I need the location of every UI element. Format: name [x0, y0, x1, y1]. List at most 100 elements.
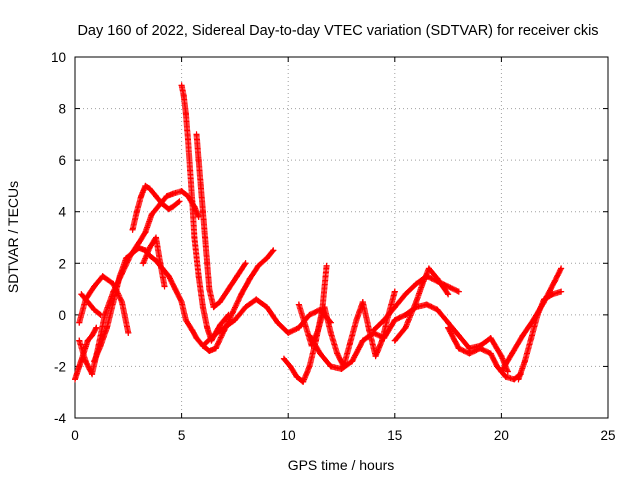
- data-point: [91, 283, 98, 290]
- data-point: [153, 234, 160, 241]
- y-tick-label: -2: [54, 359, 66, 374]
- data-point: [91, 358, 98, 365]
- data-point: [206, 286, 213, 293]
- series-sat-d: [72, 324, 100, 383]
- x-tick-label: 15: [387, 428, 402, 443]
- y-tick-label: 8: [58, 102, 66, 117]
- data-point: [129, 249, 136, 256]
- data-point: [234, 273, 241, 280]
- data-point: [413, 280, 420, 287]
- data-point: [402, 324, 409, 331]
- data-point: [498, 353, 505, 360]
- x-tick-label: 0: [71, 428, 79, 443]
- data-point: [280, 355, 287, 362]
- data-point: [494, 363, 501, 370]
- data-point: [359, 337, 366, 344]
- y-tick-label: 0: [58, 308, 66, 323]
- series-sat-f: [129, 182, 183, 233]
- data-point: [180, 92, 187, 99]
- x-tick-label: 20: [494, 428, 509, 443]
- data-point: [110, 298, 117, 305]
- data-point: [487, 335, 494, 342]
- data-point: [176, 198, 183, 205]
- data-point: [72, 376, 78, 383]
- y-tick-label: -4: [54, 411, 66, 426]
- data-point: [306, 332, 313, 339]
- y-tick-label: 4: [58, 205, 66, 220]
- data-point: [182, 110, 189, 117]
- data-point: [370, 327, 377, 334]
- data-point: [225, 286, 232, 293]
- data-point: [146, 185, 153, 192]
- marker-trace: [306, 301, 511, 375]
- data-point: [295, 301, 302, 308]
- data-point: [359, 298, 366, 305]
- data-point: [504, 368, 511, 375]
- data-point: [184, 136, 191, 143]
- data-point: [306, 363, 313, 370]
- plot-frame: [74, 56, 609, 419]
- data-point: [78, 291, 85, 298]
- data-point: [142, 229, 149, 236]
- series-sat-p: [445, 324, 524, 383]
- series-sat-a: [76, 273, 132, 336]
- data-point: [195, 273, 202, 280]
- data-point: [521, 358, 528, 365]
- data-point: [413, 298, 420, 305]
- data-point: [347, 340, 354, 347]
- data-point: [391, 288, 398, 295]
- data-point: [116, 273, 123, 280]
- y-tick-label: 10: [51, 50, 66, 65]
- data-point: [157, 260, 164, 267]
- series-sat-g: [140, 234, 168, 290]
- data-point: [253, 296, 260, 303]
- chart-title: Day 160 of 2022, Sidereal Day-to-day VTE…: [77, 23, 598, 39]
- data-point: [445, 283, 452, 290]
- data-point: [153, 193, 160, 200]
- data-point: [172, 286, 179, 293]
- y-axis-label: SDTVAR / TECUs: [5, 181, 21, 293]
- data-point: [80, 350, 87, 357]
- series-sat-m: [306, 301, 511, 375]
- data-point: [445, 291, 452, 298]
- data-point: [135, 239, 142, 246]
- data-point: [327, 363, 334, 370]
- data-point: [477, 345, 484, 352]
- series-sat-i: [193, 131, 249, 311]
- data-point: [391, 304, 398, 311]
- data-point: [338, 366, 345, 373]
- data-point: [91, 306, 98, 313]
- data-point: [549, 291, 556, 298]
- data-point: [123, 255, 130, 262]
- x-tick-label: 10: [281, 428, 296, 443]
- data-point: [165, 206, 172, 213]
- data-point: [455, 288, 462, 295]
- data-point: [334, 350, 341, 357]
- data-point: [84, 337, 91, 344]
- data-point: [199, 208, 206, 215]
- data-point: [349, 358, 356, 365]
- axis-ticks: 0 5 10 15 20 25 -4 -2 0 2 4 6 8 10: [51, 50, 616, 443]
- data-point: [118, 298, 125, 305]
- data-point: [372, 353, 379, 360]
- grid-lines: [75, 57, 608, 418]
- data-point: [270, 247, 277, 254]
- data-point: [434, 275, 441, 282]
- data-point: [302, 322, 309, 329]
- data-point: [295, 324, 302, 331]
- data-point: [246, 275, 253, 282]
- data-point: [242, 304, 249, 311]
- data-point: [148, 211, 155, 218]
- data-point: [89, 371, 96, 378]
- data-point: [238, 291, 245, 298]
- data-point: [558, 288, 565, 295]
- series-sat-q: [498, 265, 565, 375]
- data-point: [317, 350, 324, 357]
- data-point: [76, 337, 83, 344]
- data-point: [391, 337, 398, 344]
- data-point: [103, 324, 110, 331]
- data-point: [199, 342, 206, 349]
- data-point: [210, 332, 217, 339]
- data-point: [221, 324, 228, 331]
- data-point: [323, 262, 330, 269]
